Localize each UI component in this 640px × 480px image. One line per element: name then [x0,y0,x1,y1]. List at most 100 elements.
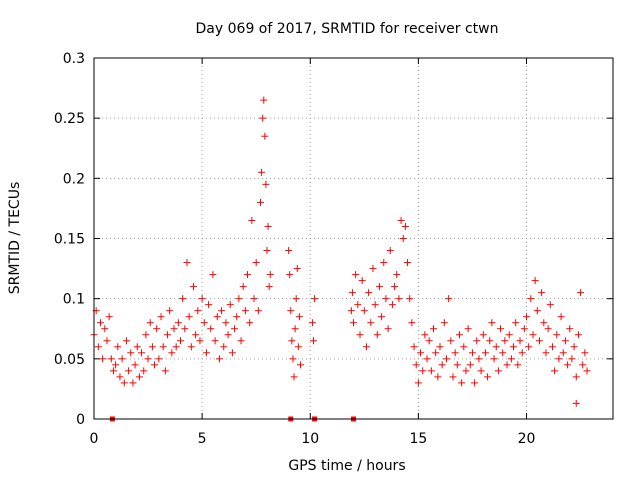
data-point [484,373,492,381]
data-point [308,319,316,327]
data-point [520,325,528,333]
data-point [101,325,109,333]
y-tick-label: 0.05 [54,352,85,368]
data-point [264,222,272,230]
data-point [382,295,390,303]
data-point [471,379,479,387]
data-point [142,331,150,339]
data-point [94,343,102,351]
data-point [395,295,403,303]
data-point [207,325,215,333]
data-point [523,313,530,321]
data-point [107,355,115,363]
data-point [531,277,539,285]
data-point [555,355,563,363]
data-point [211,337,219,345]
data-point [254,307,262,315]
data-point [241,307,249,315]
data-point [285,247,293,255]
data-point [423,355,431,363]
data-point [179,295,187,303]
data-point [479,331,487,339]
data-point [181,325,189,333]
data-point [375,283,383,291]
plot-frame [93,57,614,420]
y-tick-label: 0.25 [54,111,85,127]
data-point [209,271,217,279]
data-point [261,132,269,140]
data-point [231,325,239,333]
data-point [347,307,355,315]
data-point [260,96,268,104]
data-point [583,367,591,375]
data-point [577,289,585,297]
data-point [475,355,483,363]
data-point [546,301,554,309]
data-point [510,343,518,351]
data-point [187,343,195,351]
data-point [561,337,569,345]
data-point [464,325,472,333]
data-point [360,307,368,315]
data-point [183,259,191,267]
data-point [289,355,297,363]
data-point [354,301,362,309]
data-point [258,168,266,176]
data-point [497,325,505,333]
data-point [430,325,438,333]
y-tick-label: 0.15 [54,232,85,248]
data-point [155,355,163,363]
data-point [138,349,146,357]
data-point [406,295,414,303]
y-tick-label: 0.2 [63,171,85,187]
data-point [533,307,541,315]
data-point [410,343,418,351]
data-point [553,331,561,339]
data-point [293,265,301,273]
data-point [222,319,230,327]
data-points [90,96,591,422]
data-point [574,331,582,339]
data-point [235,295,243,303]
data-point [388,301,396,309]
data-point [458,379,466,387]
data-point [490,355,498,363]
data-point [122,337,130,345]
data-point [579,361,587,369]
data-point [172,343,180,351]
x-tick-label: 15 [409,431,427,447]
grid [94,58,613,419]
data-point [294,343,302,351]
data-point [362,343,370,351]
data-point [544,325,552,333]
data-point [103,337,111,345]
data-point [226,301,234,309]
data-point [246,319,254,327]
data-point [408,319,416,327]
data-point [434,373,442,381]
data-point [369,265,377,273]
data-point [131,361,139,369]
data-point [290,373,298,381]
data-point [505,331,513,339]
data-point [514,361,522,369]
data-point [96,319,104,327]
data-point [551,367,559,375]
data-point [239,283,247,291]
data-point [468,349,476,357]
data-point [105,313,113,321]
data-point [367,319,375,327]
data-point [120,379,128,387]
data-point [215,355,223,363]
data-point [161,367,169,375]
data-point [194,307,202,315]
data-point [250,295,258,303]
chart-title: Day 069 of 2017, SRMTID for receiver ctw… [196,21,499,37]
data-point [297,361,305,369]
y-tick-label: 0 [76,412,85,428]
data-point [237,337,245,345]
data-point [244,271,252,279]
data-point [540,319,548,327]
data-point [170,325,178,333]
